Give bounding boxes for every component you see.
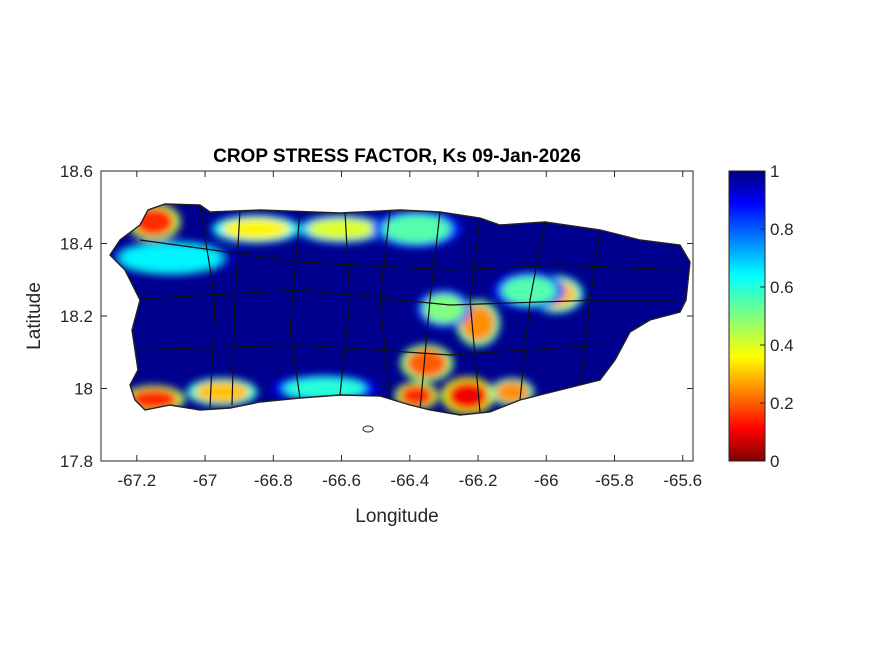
x-tick-label: -66.2 [459,471,498,490]
y-axis-label: Latitude [24,282,45,350]
caja-de-muerto-islet [362,425,374,433]
colorbar-tick-label: 0.4 [770,336,794,355]
stress-region [382,214,451,244]
municipality-boundaries [119,204,681,413]
x-tick-label: -66.4 [390,471,429,490]
stress-region [406,348,448,378]
chart-title: CROP STRESS FACTOR, Ks 09-Jan-2026 [213,146,581,167]
x-tick-label: -65.8 [595,471,634,490]
stress-region [307,218,376,240]
stress-region [130,388,178,411]
stress-region [447,381,489,411]
y-tick-label: 18.4 [60,235,93,254]
y-tick-label: 18 [74,380,93,399]
stress-region [194,381,250,403]
x-tick-label: -66.6 [322,471,361,490]
stress-region [119,243,223,273]
x-tick-label: -67.2 [117,471,156,490]
x-tick-label: -66.8 [254,471,293,490]
colorbar-tick-label: 0.2 [770,394,794,413]
stress-region [222,218,291,240]
stress-region [460,305,496,342]
x-tick-label: -66 [534,471,559,490]
x-axis-label: Longitude [355,506,438,527]
colorbar-tick-label: 1 [770,162,779,181]
puerto-rico-island [110,204,690,415]
colorbar-tick-label: 0 [770,452,779,471]
stress-region [501,276,557,306]
y-tick-label: 17.8 [60,452,93,471]
y-tick-label: 18.6 [60,162,93,181]
colorbar-tick-label: 0.6 [770,278,794,297]
colorbar-tick-label: 0.8 [770,220,794,239]
x-tick-label: -65.6 [663,471,702,490]
stress-region [399,384,434,407]
stress-region [283,377,366,400]
x-tick-label: -67 [193,471,218,490]
colorbar [728,170,766,462]
stress-region [423,294,465,324]
y-tick-label: 18.2 [60,307,93,326]
island-coastline [109,203,691,416]
